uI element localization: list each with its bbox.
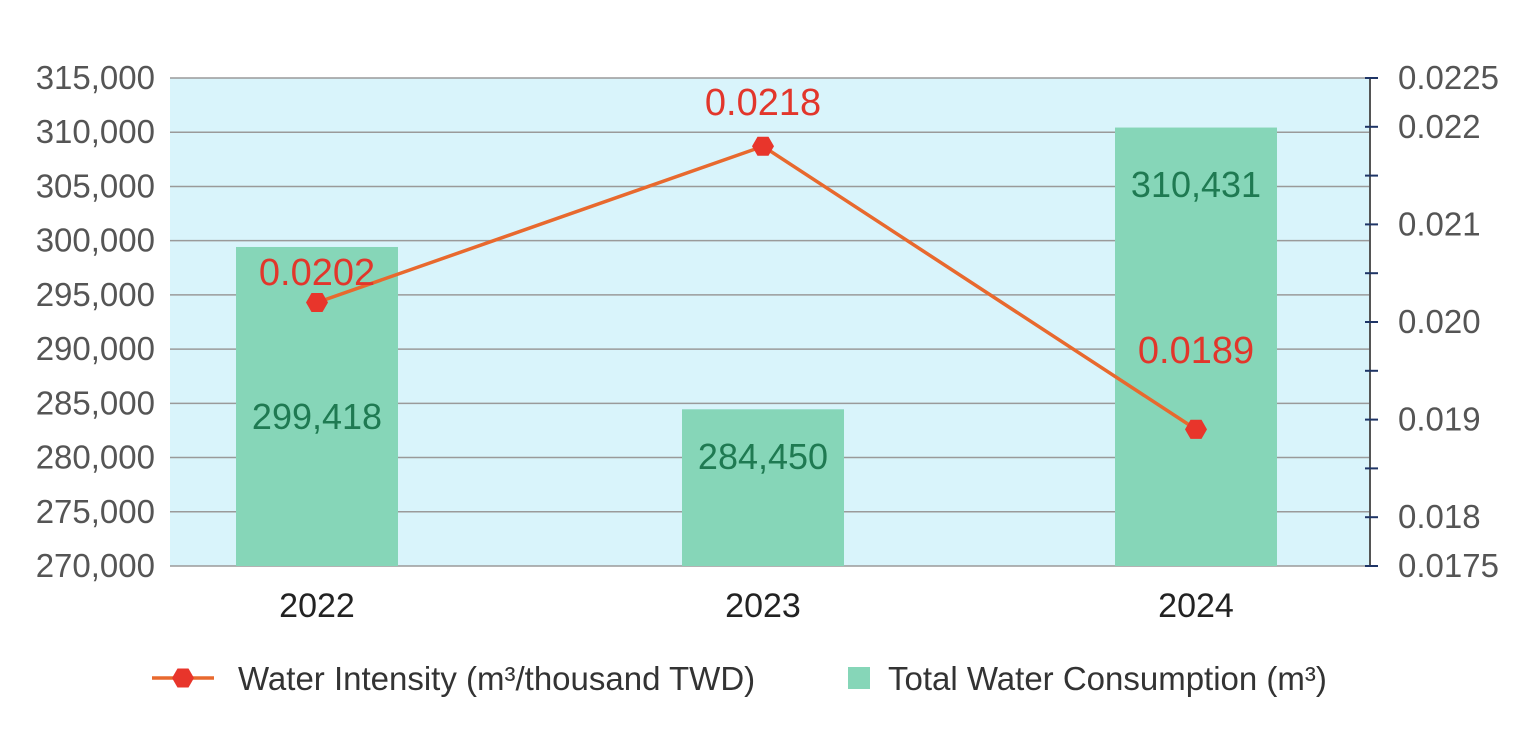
- category-axis: 2022 2023 2024: [279, 587, 1234, 625]
- intensity-point-2022: [306, 293, 328, 312]
- intensity-point-2024: [1185, 419, 1207, 439]
- right-tick-label: 0.019: [1398, 401, 1481, 438]
- right-tick-label: 0.0175: [1398, 547, 1499, 584]
- left-tick-label: 305,000: [36, 167, 155, 204]
- right-tick-label: 0.022: [1398, 108, 1481, 145]
- bars: [236, 127, 1277, 566]
- legend-label-intensity: Water Intensity (m³/thousand TWD): [238, 660, 755, 697]
- right-tick-label: 0.020: [1398, 303, 1481, 340]
- bar-2024: [1115, 127, 1277, 566]
- left-tick-label: 275,000: [36, 493, 155, 530]
- left-tick-label: 310,000: [36, 113, 155, 150]
- left-axis-ticks: 270,000 275,000 280,000 285,000 290,000 295,0…: [36, 59, 155, 584]
- left-tick-label: 315,000: [36, 59, 155, 96]
- bar-2023: [682, 409, 844, 566]
- left-tick-label: 295,000: [36, 276, 155, 313]
- right-axis: 0.0175 0.018 0.019 0.020 0.021 0.022 0.0225: [1365, 59, 1499, 584]
- bar-value-label: 299,418: [252, 396, 382, 437]
- intensity-point-2023: [752, 136, 774, 156]
- legend: Water Intensity (m³/thousand TWD) Total W…: [152, 660, 1327, 697]
- right-tick-label: 0.0225: [1398, 59, 1499, 96]
- legend-bar-swatch: [848, 667, 870, 689]
- category-label: 2023: [725, 587, 801, 625]
- left-tick-label: 300,000: [36, 222, 155, 259]
- category-label: 2022: [279, 587, 355, 625]
- legend-label-consumption: Total Water Consumption (m³): [888, 660, 1327, 697]
- intensity-value-label: 0.0218: [705, 82, 821, 124]
- intensity-line-layer: 0.0202 0.0218 0.0189: [259, 82, 1254, 439]
- bar-labels: 299,418 284,450 310,431: [252, 164, 1261, 477]
- legend-marker-swatch: [172, 668, 194, 688]
- intensity-value-label: 0.0202: [259, 252, 375, 294]
- left-tick-label: 285,000: [36, 384, 155, 421]
- bar-value-label: 284,450: [698, 436, 828, 477]
- left-tick-label: 270,000: [36, 547, 155, 584]
- left-tick-label: 280,000: [36, 439, 155, 476]
- right-tick-label: 0.018: [1398, 498, 1481, 535]
- intensity-value-label: 0.0189: [1138, 330, 1254, 372]
- left-tick-label: 290,000: [36, 330, 155, 367]
- category-label: 2024: [1158, 587, 1234, 625]
- right-tick-label: 0.021: [1398, 205, 1481, 242]
- bar-value-label: 310,431: [1131, 164, 1261, 205]
